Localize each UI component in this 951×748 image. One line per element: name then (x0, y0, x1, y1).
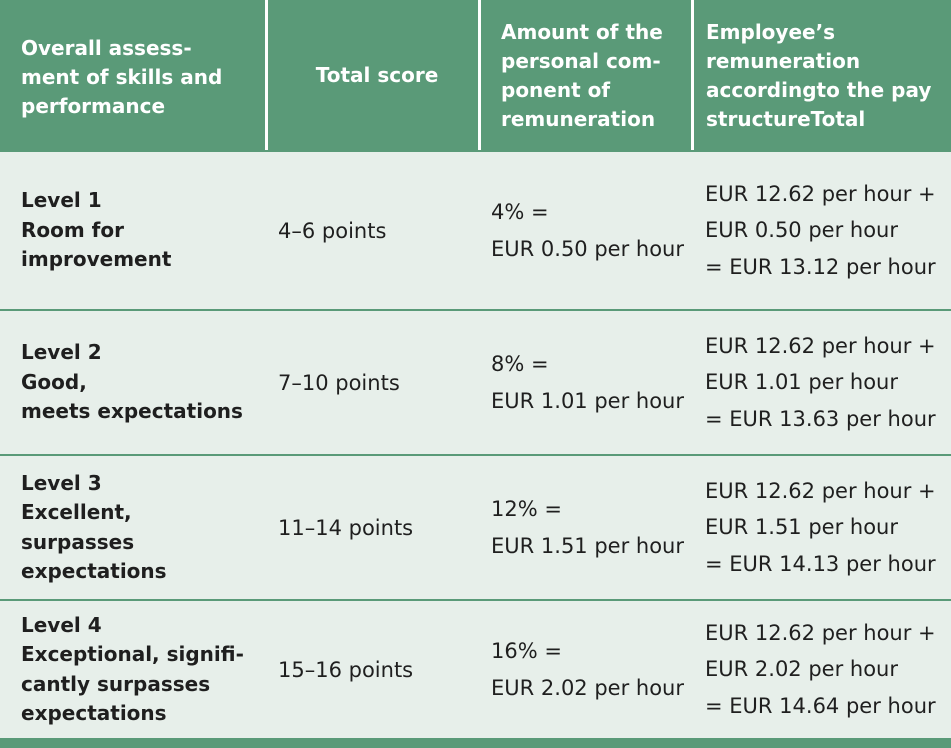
component-cell: 4% = EUR 0.50 per hour (491, 199, 684, 261)
component-cell: 16% = EUR 2.02 per hour (491, 638, 684, 700)
total-cell: EUR 12.62 per hour + EUR 1.01 per hour =… (705, 333, 936, 431)
component-cell: 8% = EUR 1.01 per hour (491, 351, 684, 413)
score-cell: 15–16 points (278, 657, 414, 682)
level-cell: Level 3 Excellent, surpasses expectation… (21, 470, 167, 584)
header-employee-remuneration: Employee’s remuneration accordingto the … (694, 0, 951, 150)
score-cell: 4–6 points (278, 218, 387, 243)
table-row: Level 4 Exceptional, signifi- cantly sur… (0, 599, 951, 738)
score-cell: 11–14 points (278, 515, 414, 540)
table-row: Level 1 Room for improvement 4–6 points … (0, 150, 951, 309)
total-cell: EUR 12.62 per hour + EUR 2.02 per hour =… (705, 620, 936, 718)
total-cell: EUR 12.62 per hour + EUR 0.50 per hour =… (705, 181, 936, 279)
level-cell: Level 4 Exceptional, signifi- cantly sur… (21, 612, 244, 726)
header-total-score: Total score (268, 0, 478, 150)
table-header: Overall assess- ment of skills and perfo… (0, 0, 951, 150)
header-assessment: Overall assess- ment of skills and perfo… (0, 0, 265, 150)
level-cell: Level 2 Good, meets expectations (21, 340, 243, 424)
level-cell: Level 1 Room for improvement (21, 188, 172, 272)
header-personal-component: Amount of the personal com- ponent of re… (481, 0, 691, 150)
component-cell: 12% = EUR 1.51 per hour (491, 496, 684, 558)
total-cell: EUR 12.62 per hour + EUR 1.51 per hour =… (705, 478, 936, 576)
score-cell: 7–10 points (278, 370, 400, 395)
table-row: Level 2 Good, meets expectations 7–10 po… (0, 309, 951, 454)
table-row: Level 3 Excellent, surpasses expectation… (0, 454, 951, 599)
table-bottom-border (0, 738, 951, 748)
